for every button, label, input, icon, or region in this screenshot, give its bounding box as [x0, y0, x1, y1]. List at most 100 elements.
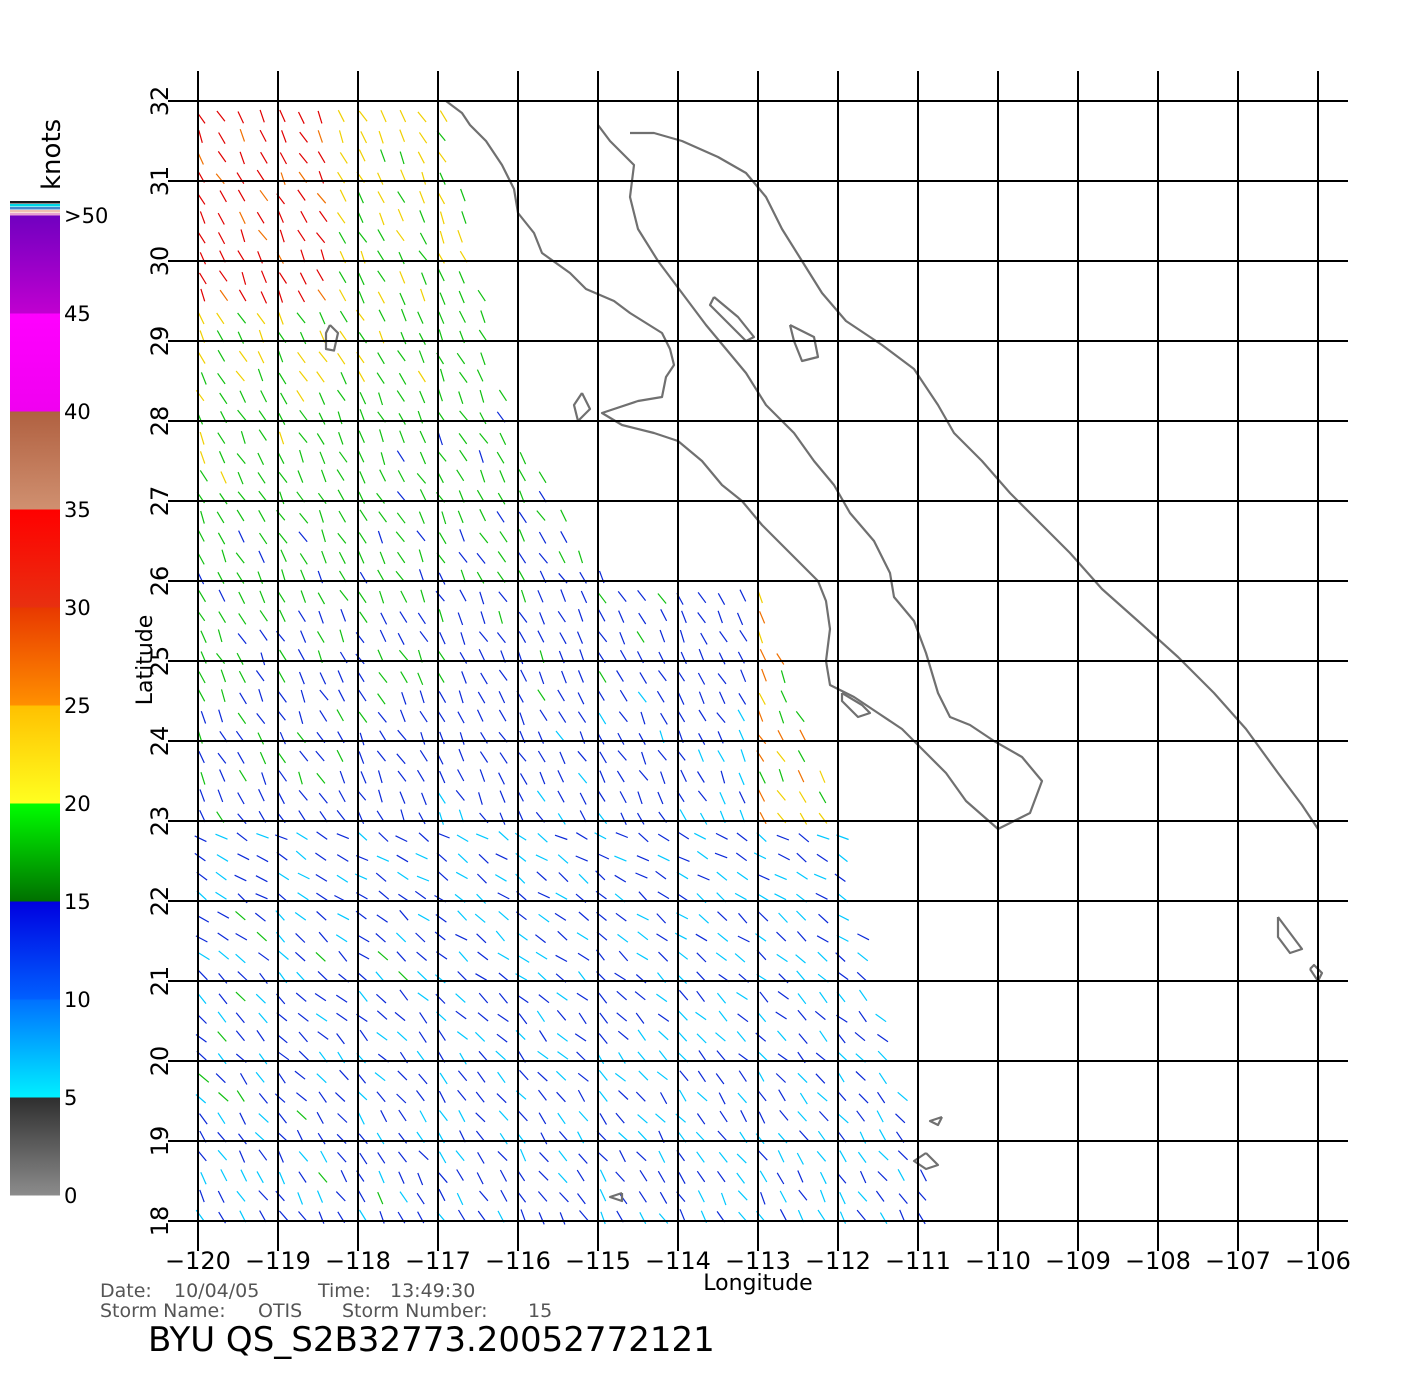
wind-vector: [256, 854, 269, 863]
wind-vector: [895, 1113, 906, 1124]
wind-vector: [217, 151, 227, 163]
wind-vector: [200, 772, 206, 785]
wind-vector: [697, 672, 706, 685]
wind-vector: [476, 873, 487, 884]
wind-vector: [339, 1069, 349, 1081]
wind-vector: [255, 993, 266, 1004]
wind-vector: [278, 431, 285, 445]
wind-vector: [397, 350, 406, 362]
wind-vector: [438, 329, 444, 343]
wind-vector: [578, 873, 589, 884]
wind-vector: [819, 1030, 828, 1042]
wind-vector: [817, 951, 828, 962]
wind-vector: [618, 1090, 629, 1100]
wind-vector: [336, 469, 345, 481]
wind-vector: [614, 1072, 626, 1082]
wind-vector: [354, 873, 368, 880]
wind-vector: [399, 909, 409, 921]
wind-vector: [478, 992, 489, 1004]
wind-vector: [637, 791, 643, 805]
wind-vector: [575, 832, 588, 840]
wind-vector: [738, 772, 745, 786]
wind-vector: [859, 989, 868, 1002]
wind-vector: [200, 630, 207, 643]
wind-vector: [857, 952, 869, 962]
wind-vector: [558, 1150, 568, 1162]
wind-vector: [560, 531, 568, 543]
wind-vector: [295, 850, 307, 861]
wind-vector: [757, 1090, 767, 1102]
wind-vector: [218, 1092, 229, 1102]
wind-vector: [495, 930, 505, 942]
wind-vector: [257, 368, 264, 382]
wind-vector: [617, 591, 627, 602]
wind-vector: [377, 693, 386, 705]
wind-vector: [278, 1112, 287, 1124]
wind-vector: [798, 791, 807, 803]
wind-vector: [877, 1033, 889, 1043]
wind-vector: [499, 1169, 508, 1182]
wind-vector: [418, 832, 430, 842]
wind-vector: [399, 1191, 408, 1203]
wind-vector: [217, 629, 223, 643]
wind-vector: [258, 510, 266, 522]
wind-vector: [577, 750, 587, 762]
wind-vector: [798, 1033, 808, 1044]
wind-vector: [677, 831, 690, 840]
wind-vector: [497, 1150, 508, 1162]
wind-vector: [615, 1171, 625, 1182]
wind-vector: [637, 590, 647, 601]
wind-vector: [258, 229, 268, 241]
wind-vector: [438, 1188, 446, 1202]
wind-vector: [477, 1012, 489, 1022]
wind-vector: [417, 970, 428, 981]
wind-vector: [417, 612, 426, 625]
coastline-segment: [1276, 916, 1304, 955]
wind-vector: [256, 169, 265, 182]
wind-vector: [498, 690, 506, 704]
wind-vector: [395, 570, 405, 582]
wind-vector: [360, 771, 367, 784]
wind-vector: [359, 1152, 368, 1165]
wind-vector: [198, 952, 210, 961]
wind-vector: [757, 873, 770, 881]
wind-vector: [240, 229, 246, 243]
wind-vector: [378, 309, 386, 322]
wind-vector: [197, 1150, 207, 1162]
wind-vector: [795, 954, 806, 964]
wind-vector: [337, 212, 346, 224]
wind-vector: [559, 1192, 569, 1203]
wind-vector: [238, 289, 247, 302]
wind-vector: [297, 1012, 309, 1022]
wind-vector: [298, 432, 308, 443]
wind-vector: [599, 1012, 609, 1024]
wind-vector: [198, 130, 203, 143]
wind-vector: [300, 590, 307, 603]
wind-vector: [577, 952, 590, 961]
wind-vector: [359, 1029, 368, 1042]
wind-vector: [460, 632, 466, 645]
wind-vector: [399, 109, 407, 123]
wind-vector: [279, 109, 286, 123]
wind-vector: [458, 391, 464, 404]
wind-vector: [299, 331, 307, 345]
wind-vector: [598, 1033, 608, 1044]
wind-vector: [479, 751, 489, 763]
wind-vector: [397, 632, 405, 645]
wind-vector: [659, 1191, 668, 1204]
wind-vector: [378, 890, 390, 900]
wind-vector: [857, 933, 870, 941]
wind-vector: [717, 1170, 726, 1183]
wind-vector: [300, 630, 307, 643]
wind-vector: [695, 1011, 707, 1021]
wind-vector: [554, 834, 568, 841]
wind-vector: [696, 952, 707, 963]
wind-vector: [458, 433, 468, 445]
wind-vector: [258, 1053, 268, 1065]
wind-vector: [256, 931, 268, 942]
wind-vector: [217, 1149, 228, 1161]
wind-vector: [817, 1209, 826, 1222]
wind-vector: [298, 771, 303, 785]
wind-vector: [459, 371, 468, 383]
wind-vector: [377, 270, 386, 282]
